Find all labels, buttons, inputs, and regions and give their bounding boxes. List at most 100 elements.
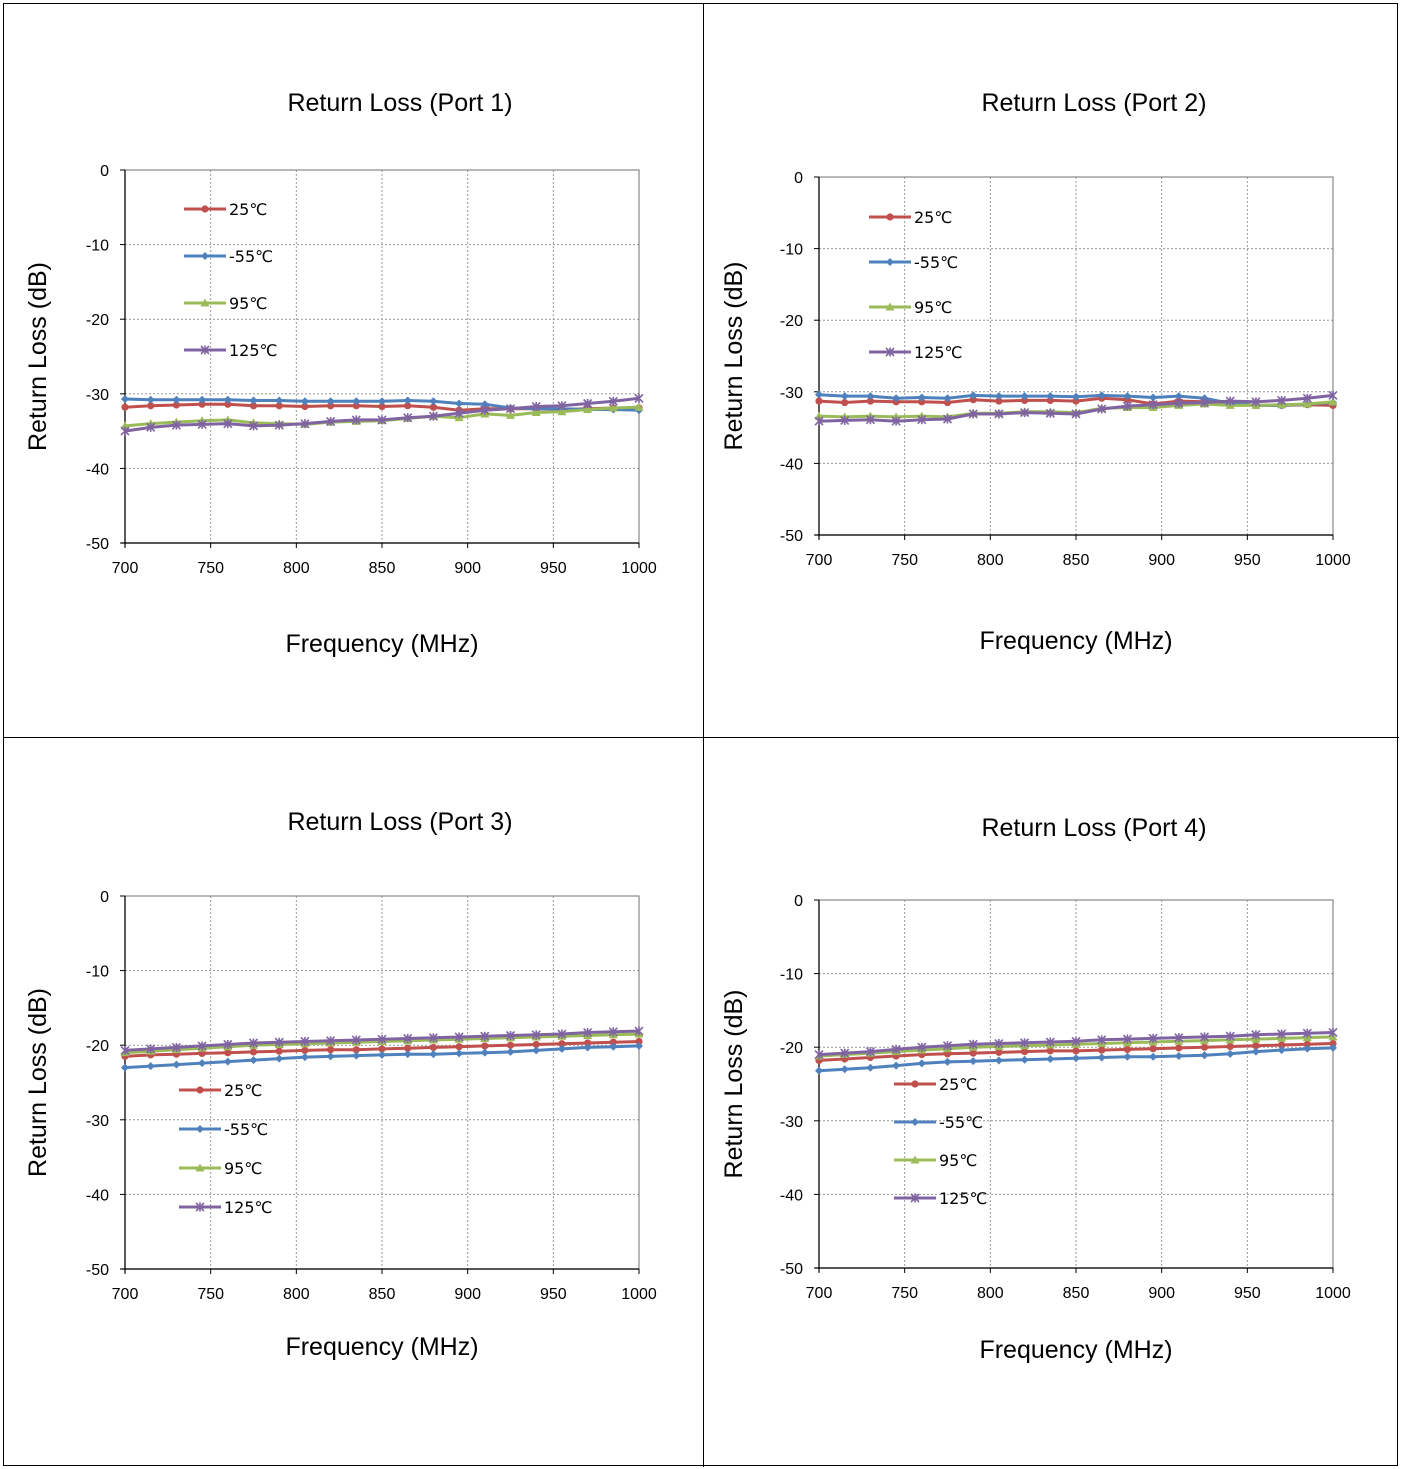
data-point <box>1097 404 1107 414</box>
y-axis-title: Return Loss (dB) <box>24 262 52 451</box>
x-tick-label: 700 <box>806 1285 833 1302</box>
data-point <box>1098 1046 1106 1054</box>
y-tick-label: 0 <box>794 893 803 910</box>
data-point <box>505 404 516 414</box>
x-axis-title: Frequency (MHz) <box>285 630 478 658</box>
series-25C <box>121 1037 643 1060</box>
data-point <box>1252 1042 1260 1050</box>
series-125C <box>120 1026 644 1055</box>
data-point <box>327 1046 335 1054</box>
data-point <box>918 398 926 406</box>
data-point <box>1020 1055 1029 1064</box>
legend-label: 25℃ <box>939 1075 977 1094</box>
data-point <box>994 392 1003 401</box>
data-point <box>1175 1044 1183 1052</box>
data-point <box>1200 1051 1209 1060</box>
legend-label: 95℃ <box>224 1159 262 1178</box>
data-point <box>455 1043 463 1051</box>
data-point <box>1303 1044 1312 1053</box>
data-point <box>1278 1041 1286 1049</box>
data-point <box>892 1061 901 1070</box>
gridlines <box>125 896 639 1269</box>
data-point <box>120 1045 130 1055</box>
data-point <box>969 1049 977 1057</box>
data-point <box>1303 1040 1311 1048</box>
data-point <box>429 1043 437 1052</box>
data-point <box>275 396 284 405</box>
legend-label: 125℃ <box>939 1189 988 1208</box>
data-point <box>146 1062 155 1071</box>
data-point <box>917 393 926 402</box>
data-point <box>1046 392 1055 401</box>
data-point <box>866 397 874 405</box>
data-point <box>1302 393 1312 403</box>
data-point <box>583 1043 592 1052</box>
y-tick-label: -50 <box>86 1262 109 1279</box>
legend-marker <box>196 1125 204 1133</box>
data-point <box>403 396 412 405</box>
data-point <box>275 1047 283 1055</box>
data-point <box>506 1041 515 1049</box>
data-point <box>1251 1047 1260 1056</box>
data-point <box>994 409 1004 419</box>
data-point <box>248 1038 259 1048</box>
data-point <box>1122 401 1132 411</box>
x-tick-label: 900 <box>454 560 481 577</box>
data-point <box>814 416 824 426</box>
data-point <box>609 1042 618 1051</box>
data-point <box>1149 1052 1158 1061</box>
data-point <box>300 1053 309 1062</box>
x-tick-label: 850 <box>369 560 396 577</box>
data-point <box>557 1044 566 1053</box>
x-tick-label: 1000 <box>1315 1285 1351 1302</box>
x-tick-label: 700 <box>112 560 139 577</box>
data-point <box>531 401 541 412</box>
legend-label: 25℃ <box>224 1081 262 1100</box>
y-tick-label: -30 <box>780 1114 803 1131</box>
data-point <box>1020 1038 1030 1048</box>
data-point <box>377 415 387 425</box>
data-point <box>1123 392 1132 401</box>
y-tick-label: -10 <box>86 238 109 255</box>
data-point <box>866 1063 875 1072</box>
x-tick-label: 950 <box>1234 552 1261 569</box>
data-point <box>327 402 335 410</box>
data-point <box>583 1027 593 1038</box>
data-point <box>583 398 593 409</box>
data-point <box>223 1057 232 1066</box>
data-point <box>378 397 386 406</box>
data-point <box>403 1050 412 1059</box>
data-point <box>635 1037 643 1046</box>
data-point <box>352 397 361 406</box>
gridlines <box>819 177 1333 535</box>
data-point <box>1199 397 1210 408</box>
data-point <box>1020 407 1030 418</box>
legend-marker <box>885 302 895 311</box>
y-tick-label: -10 <box>780 242 803 259</box>
data-point <box>865 415 875 425</box>
data-point <box>454 408 464 418</box>
data-point <box>1328 1027 1338 1038</box>
data-point <box>172 1060 181 1069</box>
data-point <box>455 399 464 408</box>
data-point <box>224 400 232 408</box>
data-point <box>197 419 207 429</box>
data-point <box>378 402 386 411</box>
data-point <box>506 1047 515 1056</box>
data-point <box>1277 1029 1287 1039</box>
data-point <box>557 1029 567 1039</box>
data-point <box>120 426 130 436</box>
data-point <box>378 1045 386 1053</box>
x-tick-label: 1000 <box>621 1286 657 1303</box>
data-point <box>1329 1043 1337 1052</box>
x-tick-label: 850 <box>1063 552 1090 569</box>
data-point <box>428 411 438 421</box>
data-point <box>351 415 361 425</box>
y-tick-label: -40 <box>86 461 109 478</box>
data-point <box>198 400 206 408</box>
x-tick-label: 750 <box>197 560 224 577</box>
x-tick-label: 850 <box>369 1286 396 1303</box>
data-point <box>995 1048 1003 1056</box>
x-tick-label: 950 <box>540 1286 567 1303</box>
